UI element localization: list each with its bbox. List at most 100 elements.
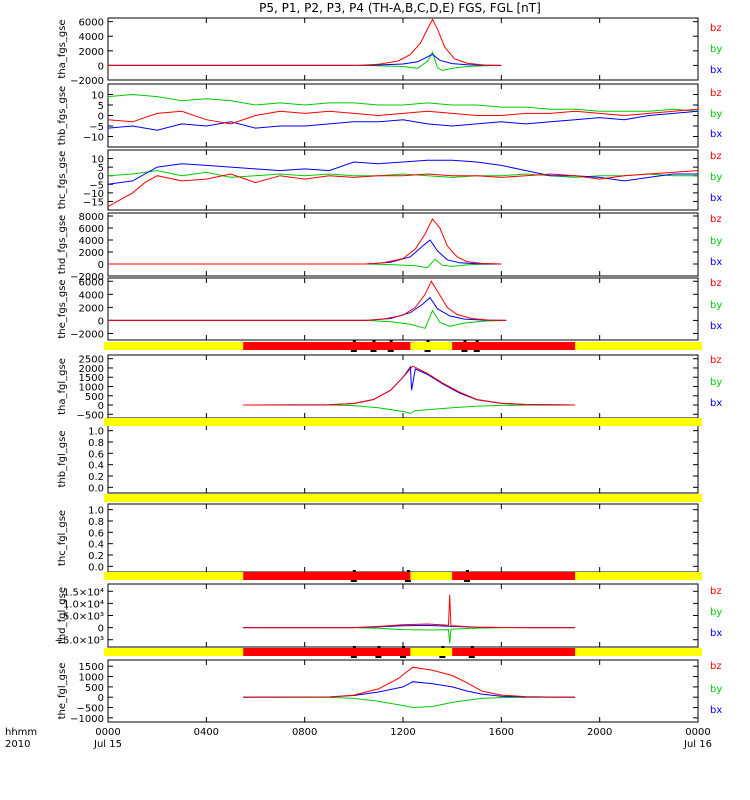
legend-bz: bz xyxy=(710,214,722,225)
bar-mark xyxy=(350,350,357,352)
panel-frame xyxy=(107,277,699,341)
x-tick-label: 1600 xyxy=(489,727,514,738)
bar-mark xyxy=(470,646,474,648)
legend-by: by xyxy=(710,172,722,183)
legend-bx: bx xyxy=(710,65,722,76)
series-bz-line xyxy=(243,594,576,629)
panel-thb_fgl_gse: thb_fgl_gse 0.00.20.40.60.81.0 xyxy=(57,424,699,494)
x-tick-label: 0000 xyxy=(95,727,120,738)
legend-bz: bz xyxy=(710,278,722,289)
y-tick-label: 1000 xyxy=(79,383,104,394)
series-by-line xyxy=(243,404,576,414)
bar-mark xyxy=(352,570,356,572)
bar-mark xyxy=(370,350,377,352)
y-tick-label: 6000 xyxy=(79,224,104,235)
y-axis-label: the_fgl_gse xyxy=(57,663,68,720)
y-tick-label: −10 xyxy=(83,189,104,200)
panel-tha_fgs_gse: tha_fgs_gse−2000 0 2000 4000 6000 bz by bx xyxy=(57,17,722,87)
bar-mark xyxy=(406,570,410,572)
y-tick-label: 0.8 xyxy=(88,517,104,528)
bar-mark xyxy=(377,646,381,648)
y-tick-label: 0.8 xyxy=(88,438,104,449)
series-bx-line xyxy=(108,296,507,321)
bar-segment xyxy=(243,648,411,656)
y-tick-label: 8000 xyxy=(79,212,104,223)
y-tick-label: 2500 xyxy=(79,355,104,366)
y-axis-label: tha_fgl_gse xyxy=(57,358,68,415)
bar-mark xyxy=(424,350,431,352)
y-axis-label: tha_fgs_gse xyxy=(57,19,68,78)
legend-bx: bx xyxy=(710,705,722,716)
y-axis-label: thc_fgl_gse xyxy=(57,510,68,566)
series-bx-line xyxy=(108,239,502,265)
bar-mark xyxy=(350,580,357,582)
legend-by: by xyxy=(710,109,722,120)
panel-frame xyxy=(107,17,699,81)
bar-mark xyxy=(426,340,430,342)
chart-title: P5, P1, P2, P3, P4 (TH-A,B,C,D,E) FGS, F… xyxy=(259,1,541,15)
ephemeris-bar xyxy=(104,494,702,502)
series-bz-line xyxy=(243,666,576,698)
y-tick-label: 0.6 xyxy=(88,449,104,460)
bar-background xyxy=(104,494,702,502)
bar-mark xyxy=(400,656,406,658)
series-bz-line xyxy=(108,18,502,66)
bar-mark xyxy=(463,580,470,582)
bar-mark xyxy=(389,340,393,342)
y-tick-label: −1000 xyxy=(70,714,104,725)
y-tick-label: −5 xyxy=(89,180,104,191)
legend-by: by xyxy=(710,44,722,55)
bar-mark xyxy=(350,656,357,658)
series-by-line xyxy=(107,93,699,112)
bar-segment xyxy=(452,342,576,350)
bar-mark xyxy=(441,646,445,648)
y-tick-label: 2000 xyxy=(79,47,104,58)
y-tick-label: 6000 xyxy=(79,18,104,29)
bar-mark xyxy=(465,570,469,572)
legend-by: by xyxy=(710,607,722,618)
y-tick-label: 0 xyxy=(98,260,104,271)
y-tick-label: 1500 xyxy=(79,373,104,384)
y-tick-label: 5 xyxy=(98,101,104,112)
x-tick-label: 0800 xyxy=(292,727,317,738)
legend-by: by xyxy=(710,684,722,695)
bar-mark xyxy=(473,350,480,352)
y-tick-label: 2000 xyxy=(79,248,104,259)
series-by-line xyxy=(243,696,576,709)
y-axis-label: thb_fgl_gse xyxy=(57,431,68,488)
bar-segment xyxy=(452,572,576,580)
y-tick-label: 1.0×10⁴ xyxy=(63,599,104,610)
ephemeris-bar xyxy=(104,418,702,426)
y-tick-label: 5.0×10³ xyxy=(63,612,104,623)
bar-mark xyxy=(352,646,356,648)
panel-frame xyxy=(107,583,699,648)
legend-bz: bz xyxy=(710,88,722,99)
y-tick-label: −15 xyxy=(83,197,104,208)
x-axis-label: 2010 xyxy=(5,739,30,750)
panel-frame xyxy=(107,659,699,723)
y-axis-label: thb_fgs_gse xyxy=(57,86,68,145)
bar-mark xyxy=(404,580,411,582)
series-bz-line xyxy=(107,170,699,208)
y-tick-label: 4000 xyxy=(79,290,104,301)
y-axis-label: thd_fgl_gse xyxy=(57,587,68,644)
series-bz-line xyxy=(243,365,576,406)
y-tick-label: 0 xyxy=(98,401,104,412)
y-tick-label: 0 xyxy=(98,112,104,123)
bar-mark xyxy=(352,340,356,342)
legend-bz: bz xyxy=(710,23,722,34)
x-tick-date-label: Jul 15 xyxy=(93,739,122,750)
y-tick-label: 2000 xyxy=(79,303,104,314)
bar-segment xyxy=(243,572,411,580)
ephemeris-bar xyxy=(104,570,702,582)
y-tick-label: 0.6 xyxy=(88,528,104,539)
y-tick-label: 4000 xyxy=(79,236,104,247)
series-by-line xyxy=(243,627,576,644)
x-tick-label: 1200 xyxy=(390,727,415,738)
y-tick-label: −500 xyxy=(77,410,104,421)
y-tick-label: 0 xyxy=(98,693,104,704)
y-tick-label: 0.4 xyxy=(88,540,104,551)
legend-bx: bx xyxy=(710,129,722,140)
